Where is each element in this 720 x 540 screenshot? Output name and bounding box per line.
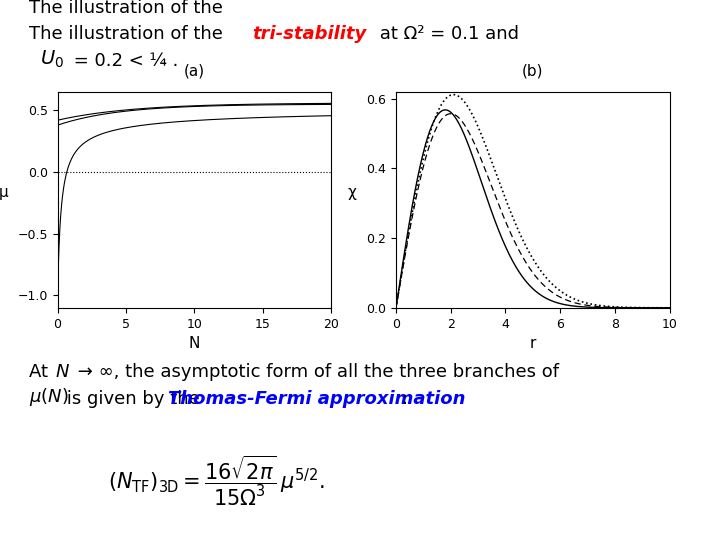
Text: → ∞, the asymptotic form of all the three branches of: → ∞, the asymptotic form of all the thre… xyxy=(72,363,559,381)
Text: at Ω² = 0.1 and: at Ω² = 0.1 and xyxy=(374,25,519,43)
X-axis label: N: N xyxy=(189,336,200,351)
Y-axis label: μ: μ xyxy=(0,185,9,200)
Text: $\mathbf{\mathit{N}}$: $\mathbf{\mathit{N}}$ xyxy=(55,363,71,381)
Text: The illustration of the: The illustration of the xyxy=(29,0,228,17)
Text: = 0.2 < ¼ .: = 0.2 < ¼ . xyxy=(68,52,179,70)
Text: $\it{U}$$_0$: $\it{U}$$_0$ xyxy=(40,49,64,70)
Text: (a): (a) xyxy=(184,64,205,79)
Text: :: : xyxy=(402,390,408,408)
Text: The illustration of the: The illustration of the xyxy=(29,25,228,43)
Text: $\left(N_{\mathrm{TF}}\right)_{\mathrm{3D}} = \dfrac{16\sqrt{2\pi}}{15\Omega^3}\: $\left(N_{\mathrm{TF}}\right)_{\mathrm{3… xyxy=(108,453,324,508)
Y-axis label: χ: χ xyxy=(348,185,357,200)
X-axis label: r: r xyxy=(530,336,536,351)
Text: is given by the: is given by the xyxy=(61,390,206,408)
Text: At: At xyxy=(29,363,53,381)
Text: Thomas-Fermi approximation: Thomas-Fermi approximation xyxy=(168,390,465,408)
Text: tri-stability: tri-stability xyxy=(252,25,366,43)
Text: $\mathbf{\mathit{\mu}}$($\mathbf{\mathit{N}}$): $\mathbf{\mathit{\mu}}$($\mathbf{\mathit… xyxy=(29,386,68,408)
Text: (b): (b) xyxy=(522,64,544,79)
